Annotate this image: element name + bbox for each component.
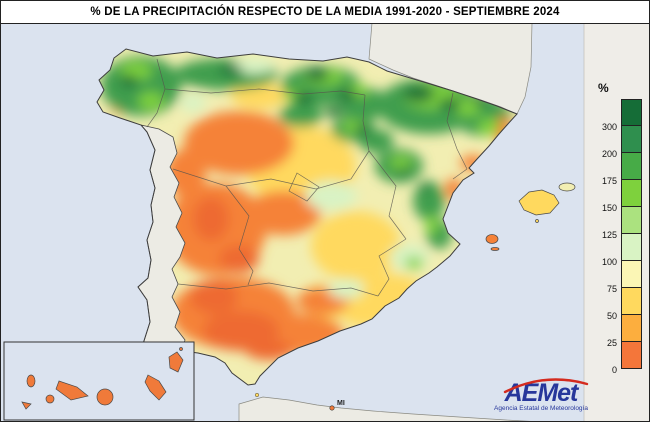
logo-wordmark: AEMet [504, 379, 579, 407]
legend-tick-label: 50 [606, 311, 617, 321]
formentera-island [490, 247, 500, 251]
legend-row: 175 [592, 153, 646, 186]
legend-tick-label: 300 [601, 122, 617, 132]
legend-segments: 300 200 175 150 125 100 75 50 25 0 [592, 99, 646, 375]
legend-swatch [621, 207, 642, 234]
legend-tick-label: 200 [601, 149, 617, 159]
africa-landmass [238, 396, 531, 421]
legend: % 300 200 175 150 125 100 75 50 25 0 [592, 81, 646, 375]
legend-swatch [621, 99, 642, 126]
el-hierro-island [21, 401, 32, 410]
map-title: % DE LA PRECIPITACIÓN RESPECTO DE LA MED… [1, 1, 649, 24]
legend-row: 200 [592, 126, 646, 159]
legend-row: 25 [592, 315, 646, 348]
legend-tick-label: 25 [606, 338, 617, 348]
balearic-islands [485, 182, 576, 251]
fuerteventura-island [144, 374, 167, 401]
la-palma-island [26, 374, 36, 388]
logo-subtitle: Agencia Estatal de Meteorología [494, 405, 588, 412]
legend-swatch [621, 315, 642, 342]
legend-unit-label: % [598, 81, 609, 95]
dark-green-blobs [120, 65, 490, 191]
legend-swatch [621, 234, 642, 261]
inset-frame [3, 341, 195, 421]
ibiza-island [485, 234, 499, 244]
regional-borders [146, 58, 468, 297]
legend-swatch [621, 153, 642, 180]
legend-row: 0 [592, 342, 646, 375]
legend-tick-label: 175 [601, 176, 617, 186]
legend-swatch [621, 288, 642, 315]
gran-canaria-island [96, 388, 114, 406]
legend-swatch [621, 342, 642, 369]
melilla-label: MI [337, 400, 345, 407]
graciosa-island [179, 347, 183, 351]
ceuta-marker [254, 392, 260, 398]
legend-tick-label: 125 [601, 230, 617, 240]
melilla-marker [329, 405, 335, 411]
legend-tick-label: 0 [611, 365, 617, 375]
logo-swoosh-icon [503, 378, 589, 394]
logo-text: AEMet [487, 378, 595, 407]
legend-row: 300 [592, 99, 646, 132]
aemet-logo: AEMet Agencia Estatal de Meteorología [487, 378, 595, 412]
legend-swatch [621, 180, 642, 207]
deep-orange-precip-blobs [190, 197, 293, 360]
legend-tick-label: 100 [601, 257, 617, 267]
legend-row: 50 [592, 288, 646, 321]
legend-row: 100 [592, 234, 646, 267]
legend-swatch [621, 261, 642, 288]
la-gomera-island [45, 394, 55, 404]
tenerife-island [55, 380, 89, 401]
legend-swatch [621, 126, 642, 153]
canary-islands-inset [3, 341, 195, 421]
menorca-island [558, 182, 576, 192]
legend-tick-label: 75 [606, 284, 617, 294]
cabrera-island [535, 219, 539, 223]
legend-row: 125 [592, 207, 646, 240]
legend-row: 150 [592, 180, 646, 213]
legend-tick-label: 150 [601, 203, 617, 213]
mallorca-island [518, 189, 560, 216]
lanzarote-island [168, 351, 184, 373]
legend-row: 75 [592, 261, 646, 294]
